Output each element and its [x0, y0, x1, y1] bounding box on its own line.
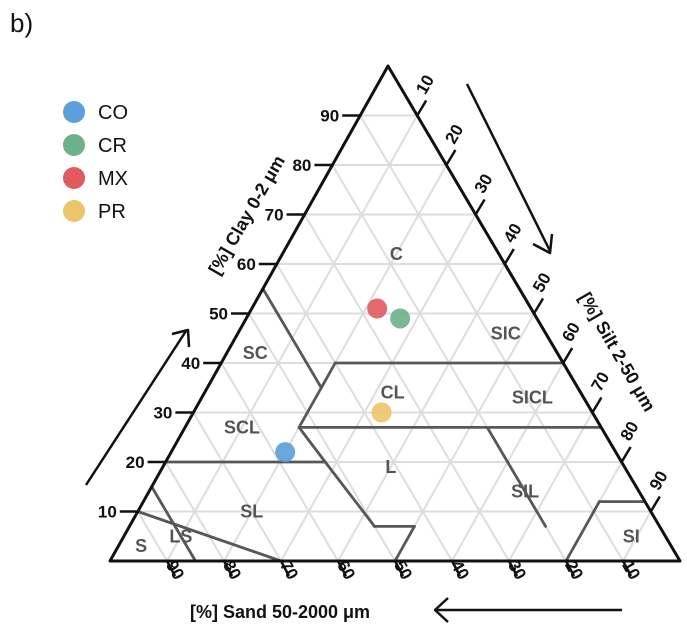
sand-tick	[450, 560, 462, 577]
data-point-cr	[390, 308, 411, 329]
axis-direction-arrows	[84, 83, 622, 623]
silt-tick-label: 70	[587, 369, 613, 395]
legend-label-mx: MX	[98, 168, 128, 190]
legend-label-pr: PR	[98, 201, 126, 223]
texture-class-label: SIL	[511, 482, 539, 502]
class-boundary	[319, 361, 337, 390]
silt-arrow-head	[532, 233, 554, 255]
data-points	[275, 298, 411, 463]
silt-direction-arrow	[465, 83, 552, 252]
clay-tick-label: 10	[98, 503, 117, 522]
silt-tick	[620, 446, 632, 463]
clay-tick-label: 60	[237, 255, 256, 274]
class-boundary	[323, 460, 376, 528]
texture-class-label: SC	[243, 343, 268, 363]
clay-tick-label: 80	[292, 156, 311, 175]
legend: CO CR MX PR	[63, 101, 128, 223]
grid-line	[136, 510, 168, 562]
class-boundary	[393, 524, 416, 563]
sand-tick	[393, 560, 405, 577]
silt-tick	[416, 99, 428, 117]
clay-tick-label: 90	[320, 107, 339, 126]
texture-class-label: SICL	[512, 388, 553, 408]
clay-tick-label: 50	[209, 305, 228, 324]
silt-tick	[649, 495, 661, 513]
data-point-pr	[371, 402, 392, 423]
texture-class-label: SIC	[491, 323, 521, 343]
class-boundary	[261, 287, 323, 390]
silt-tick-label: 60	[558, 319, 584, 345]
sand-tick	[222, 560, 234, 577]
texture-class-label: L	[385, 457, 396, 477]
silt-tick	[445, 149, 457, 166]
grid-line	[303, 213, 510, 562]
texture-class-label: SL	[240, 502, 263, 522]
sand-arrow-head	[433, 597, 449, 623]
silt-tick-label: 30	[471, 171, 497, 197]
sand-tick	[279, 560, 291, 577]
panel-label: b)	[10, 8, 34, 38]
texture-class-label: SCL	[224, 417, 260, 437]
sand-tick	[165, 560, 177, 577]
sand-tick	[621, 560, 633, 577]
class-boundary	[485, 425, 547, 528]
legend-marker-pr	[63, 200, 85, 222]
grid-line	[192, 411, 282, 562]
grid-line	[622, 511, 652, 562]
legend-marker-co	[63, 101, 85, 123]
legend-label-cr: CR	[98, 135, 127, 157]
texture-class-labels: C SC SCL CL L SL LS S SIC SICL SIL SI	[135, 244, 640, 556]
grid-line	[164, 461, 225, 562]
clay-direction-arrow	[84, 330, 188, 486]
sand-tick	[564, 560, 576, 577]
clay-tick-label: 30	[153, 404, 172, 423]
grid-line	[508, 412, 594, 562]
silt-tick-label: 80	[617, 418, 643, 444]
silt-tick-label: 20	[441, 121, 467, 147]
clay-tick-label: 40	[181, 354, 200, 373]
texture-class-label: C	[390, 244, 403, 264]
data-point-mx	[367, 298, 388, 319]
sand-tick	[507, 560, 519, 577]
sand-axis-title: [%] Sand 50-2000 μm	[190, 602, 370, 622]
silt-tick-label: 10	[412, 72, 438, 98]
texture-class-label: CL	[381, 383, 405, 403]
silt-tick-label: 90	[646, 468, 672, 494]
silt-axis-title: [%] Silt 2-50 μm	[575, 289, 659, 415]
texture-class-boundaries	[136, 262, 647, 563]
class-boundary	[297, 386, 323, 429]
silt-tick	[532, 297, 545, 315]
texture-class-label: SI	[623, 526, 640, 546]
grid-line	[280, 214, 477, 562]
legend-marker-cr	[63, 134, 85, 156]
silt-tick	[474, 198, 486, 216]
grid-line	[394, 313, 535, 562]
class-boundary	[136, 510, 283, 563]
silt-tick-label: 40	[500, 220, 526, 246]
silt-tick	[503, 248, 515, 265]
class-boundary	[297, 425, 327, 464]
texture-class-label: S	[135, 536, 147, 556]
legend-marker-mx	[63, 167, 85, 189]
clay-tick-label: 20	[126, 453, 145, 472]
class-boundary	[564, 500, 601, 563]
clay-tick-label: 70	[265, 206, 284, 225]
silt-tick-label: 50	[529, 270, 555, 296]
silt-tick	[562, 347, 574, 364]
grid-line	[359, 114, 624, 562]
texture-class-label: LS	[169, 526, 192, 546]
legend-label-co: CO	[98, 102, 128, 124]
sand-tick	[336, 560, 348, 577]
silt-tick	[591, 396, 603, 414]
clay-arrow-head	[171, 328, 191, 348]
data-point-co	[275, 442, 296, 463]
